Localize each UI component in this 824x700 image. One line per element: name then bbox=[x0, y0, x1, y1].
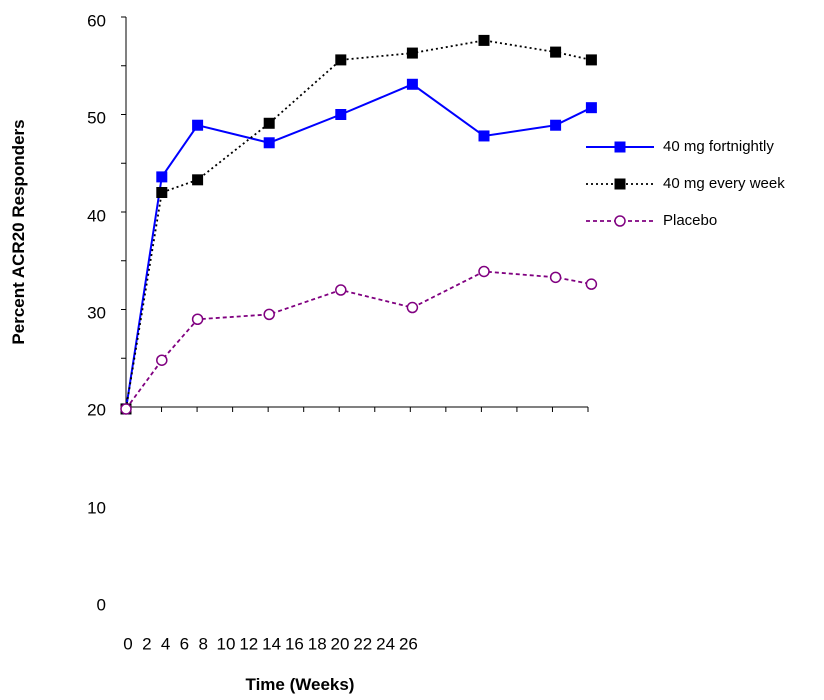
legend-item-40-mg-every-week: 40 mg every week bbox=[586, 175, 785, 192]
data-point-placebo bbox=[120, 403, 132, 415]
data-point-40-mg-every-week bbox=[192, 174, 204, 186]
x-tick-label: 24 bbox=[376, 634, 395, 653]
legend-marker bbox=[614, 215, 626, 227]
y-tick-label: 60 bbox=[87, 11, 106, 30]
data-point-40-mg-fortnightly bbox=[406, 78, 418, 90]
data-point-40-mg-every-week bbox=[263, 117, 275, 129]
data-point-40-mg-every-week bbox=[585, 54, 597, 66]
data-point-40-mg-fortnightly bbox=[263, 137, 275, 149]
legend-item-40-mg-fortnightly: 40 mg fortnightly bbox=[586, 138, 774, 155]
data-point-placebo bbox=[478, 265, 490, 278]
series-40-mg-every-week bbox=[120, 34, 597, 415]
x-tick-label: 14 bbox=[262, 634, 281, 653]
series-line-placebo bbox=[125, 270, 592, 410]
data-point-40-mg-every-week bbox=[550, 46, 562, 58]
x-tick-label: 12 bbox=[239, 634, 258, 653]
y-tick-label: 50 bbox=[87, 108, 106, 127]
legend-label: 40 mg fortnightly bbox=[663, 138, 774, 155]
x-axis-title: Time (Weeks) bbox=[246, 675, 355, 694]
x-tick-label: 26 bbox=[399, 634, 418, 653]
series-line-40-mg-every-week bbox=[125, 39, 592, 410]
series-line-40-mg-fortnightly bbox=[125, 83, 592, 410]
legend: 40 mg fortnightly 40 mg every week Placebo bbox=[586, 138, 785, 229]
x-tick-labels: 0 2 4 6 8 10 12 14 16 18 20 22 24 26 bbox=[123, 634, 418, 653]
data-point-40-mg-fortnightly bbox=[156, 171, 168, 183]
x-tick-label: 18 bbox=[308, 634, 327, 653]
data-point-40-mg-fortnightly bbox=[585, 102, 597, 114]
x-tick-label: 2 bbox=[142, 634, 151, 653]
data-point-placebo bbox=[335, 284, 347, 296]
data-point-placebo bbox=[549, 271, 562, 284]
x-tick-label: 10 bbox=[217, 634, 236, 653]
legend-label: Placebo bbox=[663, 212, 717, 229]
x-tick-label: 16 bbox=[285, 634, 304, 653]
data-point-placebo bbox=[191, 313, 204, 325]
x-tick-label: 0 bbox=[123, 634, 132, 653]
data-point-40-mg-every-week bbox=[406, 47, 418, 59]
data-point-40-mg-fortnightly bbox=[478, 130, 490, 142]
y-tick-label: 30 bbox=[87, 303, 106, 322]
data-point-40-mg-fortnightly bbox=[550, 119, 562, 131]
series-40-mg-fortnightly bbox=[120, 78, 597, 415]
y-tick-label: 20 bbox=[87, 400, 106, 419]
x-tick-label: 4 bbox=[161, 634, 170, 653]
y-tick-label: 10 bbox=[87, 498, 106, 517]
legend-label: 40 mg every week bbox=[663, 175, 785, 192]
y-axis-title: Percent ACR20 Responders bbox=[9, 119, 28, 344]
x-tick-label: 22 bbox=[353, 634, 372, 653]
axes bbox=[121, 16, 589, 412]
data-point-placebo bbox=[406, 301, 419, 314]
legend-marker bbox=[614, 178, 626, 190]
data-point-40-mg-fortnightly bbox=[335, 109, 347, 120]
legend-item-placebo: Placebo bbox=[586, 212, 717, 229]
x-tick-label: 6 bbox=[180, 634, 189, 653]
legend-marker bbox=[614, 141, 626, 153]
series-layer bbox=[120, 34, 598, 415]
data-point-40-mg-every-week bbox=[335, 54, 347, 66]
data-point-placebo bbox=[585, 278, 598, 290]
x-tick-label: 20 bbox=[331, 634, 350, 653]
data-point-40-mg-every-week bbox=[156, 187, 168, 198]
y-tick-label: 40 bbox=[87, 206, 106, 225]
x-tick-label: 8 bbox=[198, 634, 207, 653]
y-tick-label: 0 bbox=[97, 595, 106, 614]
data-point-40-mg-every-week bbox=[478, 34, 490, 46]
series-placebo bbox=[120, 265, 598, 415]
y-tick-labels: 0 10 20 30 40 50 60 bbox=[87, 11, 106, 614]
data-point-40-mg-fortnightly bbox=[192, 119, 204, 131]
data-point-placebo bbox=[156, 354, 168, 366]
data-point-placebo bbox=[263, 308, 275, 321]
